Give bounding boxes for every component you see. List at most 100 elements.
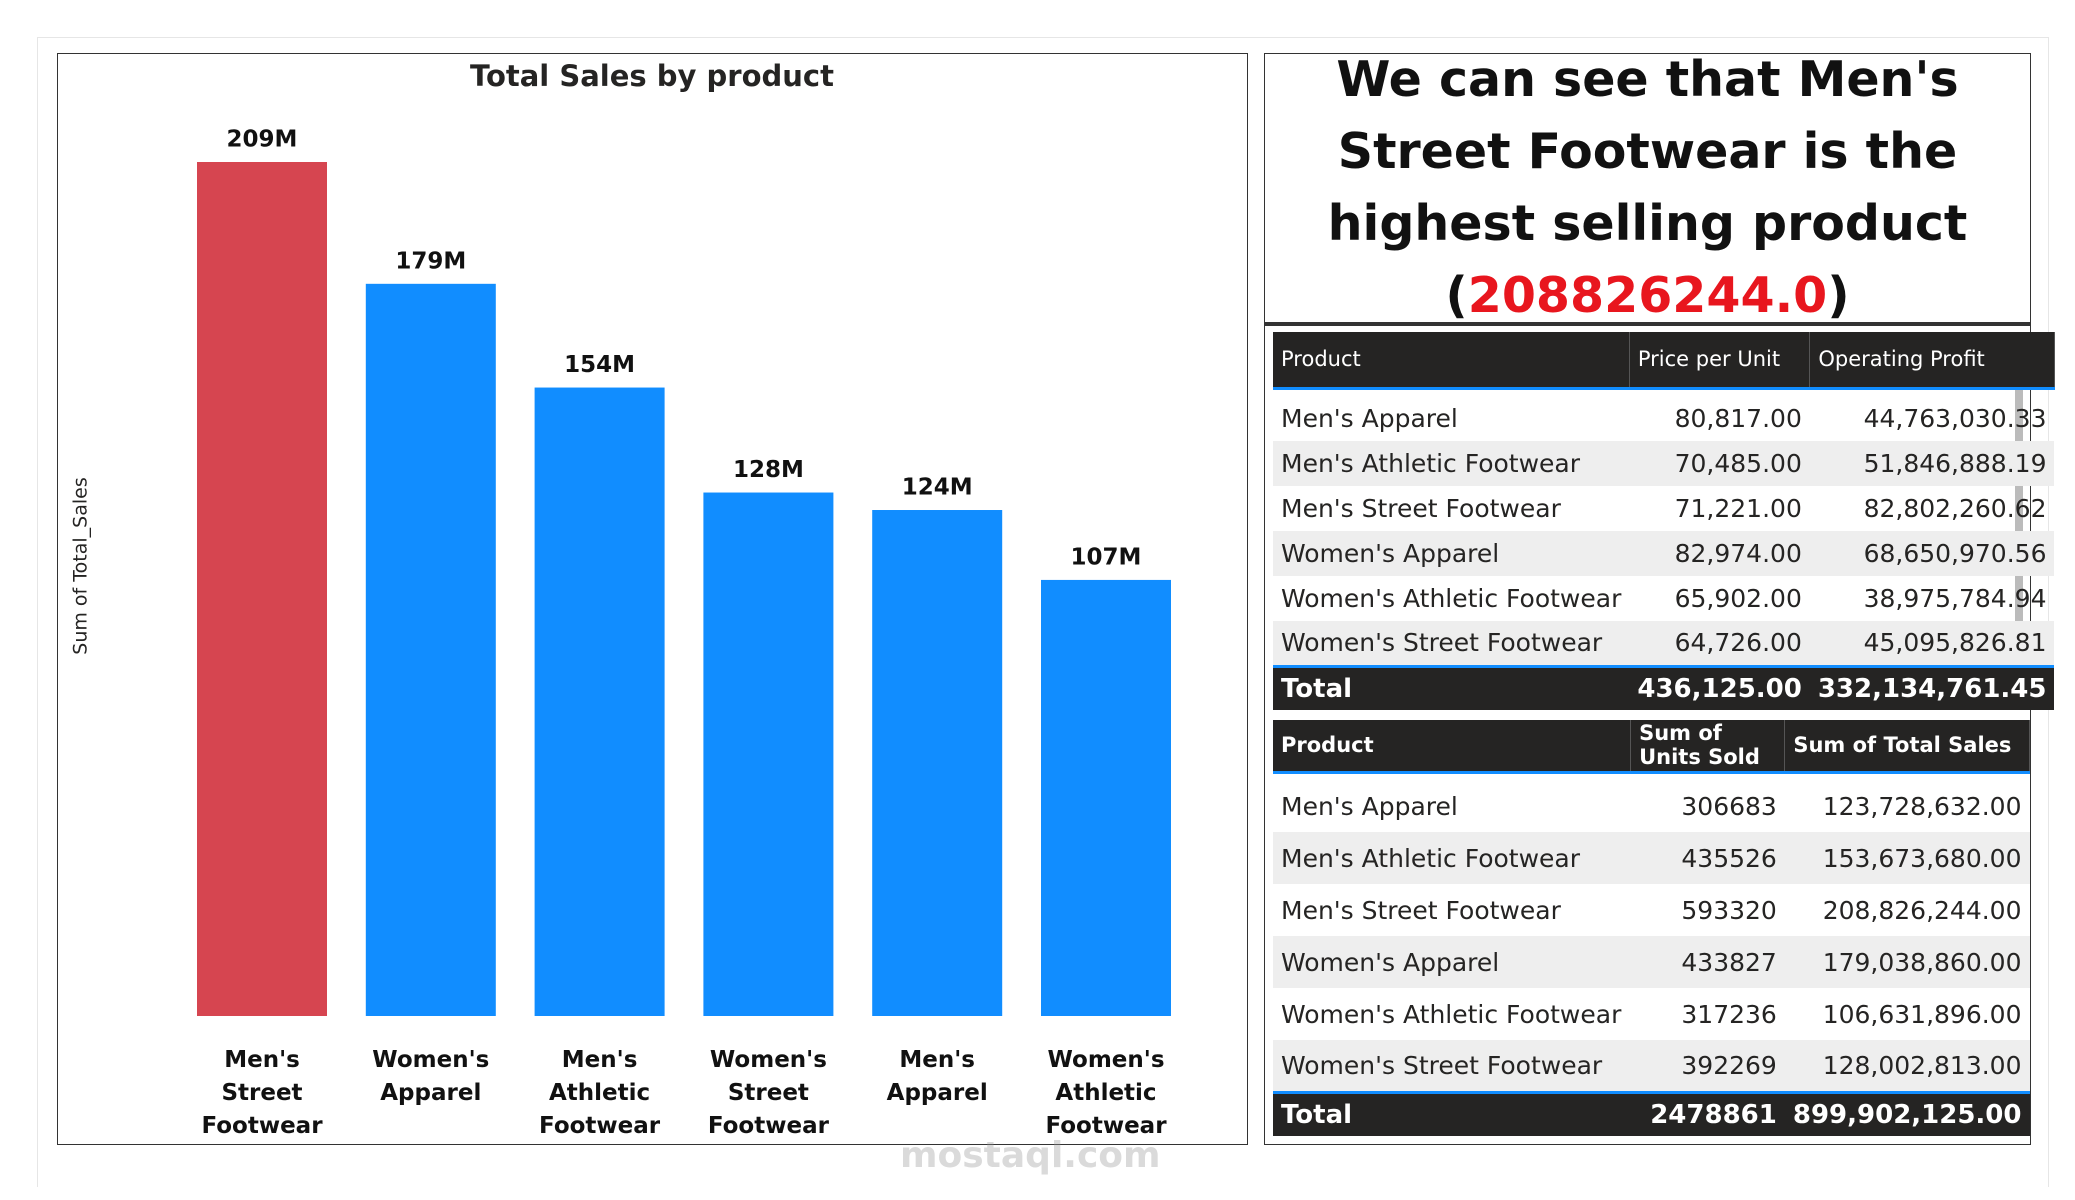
table-cell: Women's Athletic Footwear — [1281, 999, 1622, 1029]
table-row: Women's Athletic Footwear 317236 106,631,8… — [1273, 988, 2030, 1040]
header-row: Product Price per Unit Operating Profit — [1273, 332, 2055, 390]
chart: Total Sales by product Sum of Total_Sale… — [70, 59, 1171, 1017]
total-cell: Total — [1273, 1090, 1631, 1136]
table-cell: Men's Athletic Footwear — [1273, 441, 1630, 486]
table-cell: 128,002,813.00 — [1784, 1040, 2030, 1092]
column-header: Product — [1273, 332, 1630, 390]
column-header: Price per Unit — [1629, 332, 1811, 390]
scrollbar — [2015, 340, 2023, 705]
table-cell: 208,826,244.00 — [1822, 895, 2022, 925]
table-cell: 179,038,860.00 — [1784, 936, 2030, 988]
table-row: Women's Athletic Footwear 65,902.00 38,975… — [1273, 576, 2054, 621]
table-cell: 153,673,680.00 — [1784, 832, 2030, 884]
table-cell: 68,650,970.56 — [1809, 531, 2055, 576]
spacer — [1273, 388, 1629, 396]
total-cell: 899,902,125.00 — [1784, 1090, 2030, 1136]
table-cell: Men's Street Footwear — [1281, 494, 1561, 523]
table-row: Men's Apparel 306683 123,728,632.00 — [1273, 780, 2030, 832]
y-axis-title: Sum of Total_Sales — [70, 477, 92, 654]
table-cell: 51,846,888.19 — [1809, 441, 2055, 486]
x-tick-label: Men's Apparel — [886, 1047, 988, 1106]
table-row: Men's Athletic Footwear 70,485.00 51,846,8… — [1273, 441, 2055, 486]
watermark: mostaql.com — [900, 1135, 1161, 1176]
table-cell: 82,802,260.62 — [1863, 494, 2047, 523]
table-cell: 64,726.00 — [1629, 621, 1810, 666]
x-tick-label: Men's Athletic Footwear — [539, 1047, 661, 1139]
table-row: Women's Apparel 433827 179,038,860.00 — [1273, 936, 2030, 988]
table-row: Women's Apparel 82,974.00 68,650,970.56 — [1273, 531, 2055, 576]
table-cell: Men's Apparel — [1281, 791, 1458, 821]
total-cell: Total — [1273, 664, 1630, 710]
data-label: 179M — [395, 248, 466, 274]
x-tick-label: Women's Athletic Footwear — [1045, 1047, 1167, 1139]
bar — [365, 283, 496, 1016]
table-row: Women's Street Footwear 64,726.00 45,095,8… — [1273, 621, 2055, 666]
table-cell: Men's Athletic Footwear — [1273, 832, 1631, 884]
table-row: Men's Street Footwear 593320 208,826,244.0… — [1273, 884, 2030, 936]
x-tick-label: Men's Street Footwear — [201, 1047, 323, 1139]
spacer-row — [1273, 388, 2054, 396]
data-label: 124M — [902, 475, 973, 501]
insight-text: We can see that Men's Street Footwear is… — [1275, 44, 2020, 332]
table-cell: Women's Athletic Footwear — [1281, 584, 1622, 613]
table-cell: 65,902.00 — [1674, 584, 1802, 613]
spacer — [1273, 772, 1631, 780]
data-label: 107M — [1071, 544, 1142, 570]
table-cell: 123,728,632.00 — [1822, 791, 2022, 821]
insight-box: We can see that Men's Street Footwear is… — [1264, 51, 2031, 324]
data-label: 154M — [564, 352, 635, 378]
table-cell: 70,485.00 — [1629, 441, 1810, 486]
table-cell: Women's Street Footwear — [1273, 621, 1630, 666]
table-cell: 435526 — [1630, 832, 1785, 884]
table: Product Price per Unit Operating Profit Men… — [1273, 332, 2055, 710]
table-cell: Women's Street Footwear — [1273, 1040, 1631, 1092]
spacer-row — [1273, 772, 2030, 780]
bar — [872, 510, 1003, 1016]
frame — [37, 37, 2049, 1187]
table-row: Women's Street Footwear 392269 128,002,813… — [1273, 1040, 2030, 1092]
total-row: Total 436,125.00 332,134,761.45 — [1273, 664, 2055, 710]
insight-highlight: 208826244.0 — [1467, 267, 1828, 324]
table-row: Men's Street Footwear 71,221.00 82,802,260… — [1273, 486, 2054, 531]
table-cell: 38,975,784.94 — [1863, 584, 2047, 613]
data-label: 209M — [227, 127, 298, 153]
data-label: 128M — [733, 457, 804, 483]
column-header: Operating Profit — [1809, 332, 2055, 390]
table-cell: 392269 — [1630, 1040, 1785, 1092]
total-cell: 2478861 — [1630, 1090, 1785, 1136]
x-tick-label: Women's Street Footwear — [707, 1047, 829, 1139]
tables-panel: Product Price per Unit Operating Profit Men… — [1264, 323, 2055, 1145]
column-header: Product — [1273, 720, 1632, 774]
table-cell: 593320 — [1681, 895, 1777, 925]
table: Product Sum of Units Sold Sum of Total Sal… — [1273, 720, 2030, 1136]
total-row: Total 2478861 899,902,125.00 — [1273, 1090, 2030, 1136]
column-header: Sum of Total Sales — [1784, 720, 2030, 774]
table-cell: 82,974.00 — [1629, 531, 1810, 576]
total-cell: 436,125.00 — [1629, 664, 1810, 710]
table-cell: Women's Apparel — [1273, 531, 1630, 576]
table-cell: 45,095,826.81 — [1809, 621, 2055, 666]
bar — [197, 162, 327, 1016]
chart-panel: Total Sales by product Sum of Total_Sale… — [57, 53, 1248, 1145]
column-header: Sum of Units Sold — [1630, 720, 1786, 774]
insight-text-start: We can see that Men's Street Footwear is… — [1327, 51, 1968, 324]
table-cell: 433827 — [1630, 936, 1785, 988]
total-cell: 332,134,761.45 — [1809, 664, 2055, 710]
table-cell: 71,221.00 — [1674, 494, 1802, 523]
insight-text-end: ) — [1827, 267, 1850, 324]
bar — [534, 387, 665, 1017]
table-cell: 106,631,896.00 — [1822, 999, 2022, 1029]
table-cell: Men's Apparel — [1281, 404, 1458, 433]
table-cell: 317236 — [1681, 999, 1777, 1029]
bar — [1041, 579, 1171, 1016]
table-cell: Men's Street Footwear — [1281, 895, 1561, 925]
table-row: Men's Athletic Footwear 435526 153,673,680… — [1273, 832, 2030, 884]
table-cell: 306683 — [1681, 791, 1777, 821]
table-row: Men's Apparel 80,817.00 44,763,030.33 — [1273, 396, 2054, 441]
header-row: Product Sum of Units Sold Sum of Total Sal… — [1273, 720, 2030, 774]
x-tick-label: Women's Apparel — [372, 1047, 490, 1106]
bar — [703, 492, 834, 1016]
table-cell: 80,817.00 — [1674, 404, 1802, 433]
table-cell: Women's Apparel — [1273, 936, 1631, 988]
